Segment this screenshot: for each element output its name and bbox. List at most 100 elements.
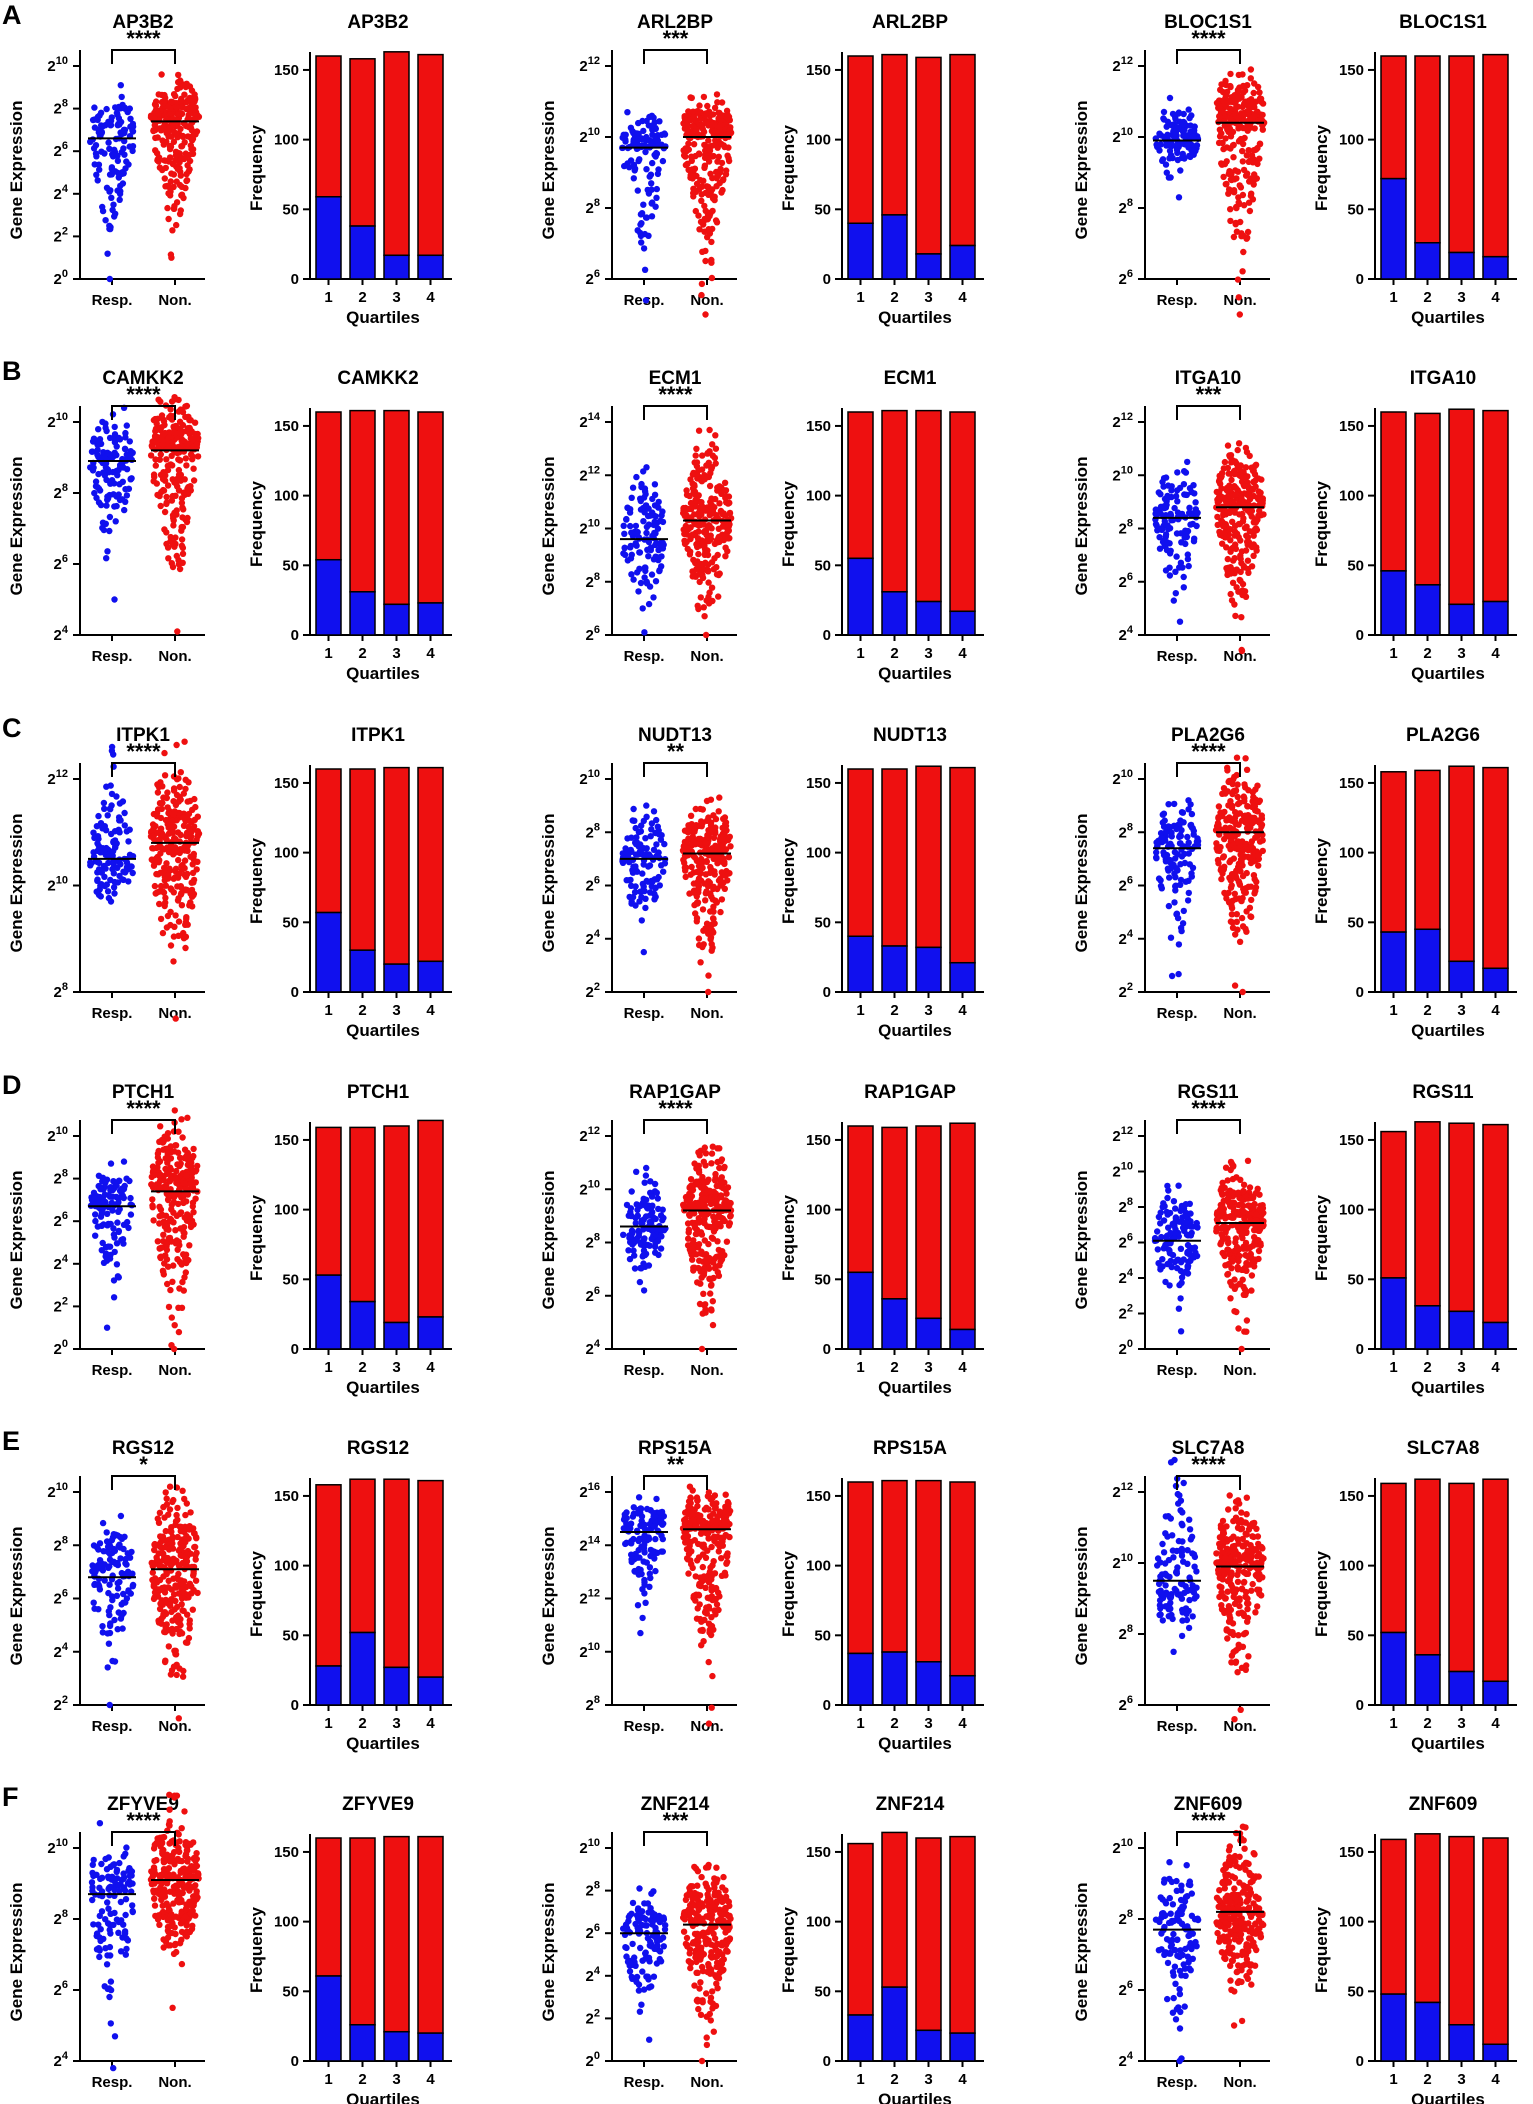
non-dot — [178, 902, 186, 909]
x-label-non: Non. — [158, 648, 191, 665]
resp-dot — [122, 445, 129, 453]
non-dot — [149, 1163, 157, 1170]
resp-dot — [624, 109, 631, 116]
tick-exponent: 6 — [1127, 268, 1133, 280]
non-dot — [1239, 268, 1246, 275]
non-dot — [1231, 483, 1238, 490]
resp-dot — [654, 170, 662, 178]
non-dot — [1218, 108, 1225, 115]
non-dot — [1224, 767, 1231, 774]
non-dot — [175, 1328, 183, 1336]
non-dot — [723, 1190, 730, 1197]
non-dot — [177, 406, 184, 413]
non-dot — [705, 579, 712, 586]
non-dot — [1220, 465, 1228, 472]
resp-dot — [106, 275, 114, 283]
non-dot — [693, 541, 700, 548]
resp-dot — [642, 567, 649, 575]
resp-dot — [127, 1194, 134, 1202]
non-dot — [710, 111, 717, 118]
resp-dot — [1152, 510, 1159, 517]
y-tick-label: 210 — [47, 411, 68, 431]
non-dot — [693, 172, 700, 180]
non-dot — [1236, 520, 1244, 528]
resp-dot — [112, 518, 119, 525]
resp-dot — [627, 1211, 635, 1219]
x-label-resp: Resp. — [92, 1362, 133, 1379]
non-dot — [1249, 528, 1257, 535]
non-dot — [175, 918, 183, 925]
non-dot — [167, 533, 174, 541]
non-dot — [160, 1231, 167, 1239]
non-dot — [688, 94, 695, 102]
non-dot — [707, 1290, 714, 1297]
non-dot — [155, 859, 162, 866]
tick-base: 2 — [586, 200, 594, 217]
non-dot — [727, 1213, 734, 1220]
resp-dot — [107, 187, 114, 194]
resp-dot — [102, 217, 109, 224]
y-tick-label: 24 — [586, 1338, 601, 1358]
tick-base: 2 — [586, 574, 594, 591]
non-dot — [178, 862, 185, 870]
resp-dot — [643, 813, 650, 820]
significance-label: **** — [1191, 739, 1226, 764]
resp-dot — [1175, 941, 1183, 948]
resp-dot — [95, 812, 102, 820]
non-dot — [152, 434, 159, 442]
resp-dot — [1184, 458, 1191, 466]
non-dot — [178, 542, 186, 549]
tick-base: 2 — [1119, 878, 1127, 895]
resp-dot — [1174, 156, 1182, 164]
x-tick-label: 2 — [358, 1002, 366, 1019]
resp-dot — [640, 518, 647, 525]
bar-responder — [349, 225, 376, 280]
non-dot — [714, 551, 721, 559]
non-dot — [719, 1248, 726, 1255]
tick-base: 2 — [586, 1341, 594, 1358]
resp-dot — [1181, 534, 1188, 541]
resp-dot — [129, 120, 137, 128]
non-dot — [1232, 491, 1239, 498]
non-dot — [1245, 569, 1252, 576]
resp-dot — [104, 812, 111, 819]
resp-dot — [1185, 562, 1192, 570]
non-dot — [1258, 476, 1265, 483]
non-dot — [712, 460, 719, 467]
resp-dot — [1175, 194, 1183, 201]
resp-dot — [116, 800, 124, 807]
non-dot — [154, 1238, 161, 1245]
x-axis-title: Quartiles — [878, 1378, 952, 1397]
non-dot — [156, 1158, 164, 1165]
x-label-non: Non. — [1223, 1362, 1256, 1379]
x-tick-label: 1 — [856, 289, 864, 306]
non-dot — [704, 832, 711, 839]
resp-dot — [660, 541, 667, 548]
non-dot — [693, 868, 701, 876]
non-dot — [702, 839, 710, 846]
non-dot — [164, 912, 172, 920]
tick-base: 2 — [54, 1298, 62, 1315]
bar-responder — [1482, 967, 1509, 993]
resp-dot — [622, 138, 629, 145]
resp-dot — [1186, 504, 1193, 511]
bar-nonresponder — [417, 1119, 444, 1318]
bar-responder — [383, 963, 410, 993]
non-dot — [685, 140, 692, 147]
bar-responder — [417, 254, 444, 280]
non-dot — [1221, 160, 1229, 168]
significance-label: **** — [1191, 26, 1226, 51]
resp-dot — [120, 1221, 128, 1229]
y-tick-label: 28 — [54, 482, 68, 502]
non-dot — [693, 1165, 700, 1172]
tick-exponent: 10 — [56, 411, 68, 423]
non-dot — [183, 1198, 190, 1205]
tick-exponent: 8 — [1127, 821, 1133, 833]
tick-exponent: 8 — [62, 1168, 68, 1180]
non-dot — [1256, 140, 1264, 148]
y-axis-title: Gene Expression — [1072, 101, 1091, 240]
resp-dot — [1177, 1328, 1185, 1335]
resp-dot — [628, 882, 635, 889]
tick-exponent: 4 — [62, 624, 69, 636]
